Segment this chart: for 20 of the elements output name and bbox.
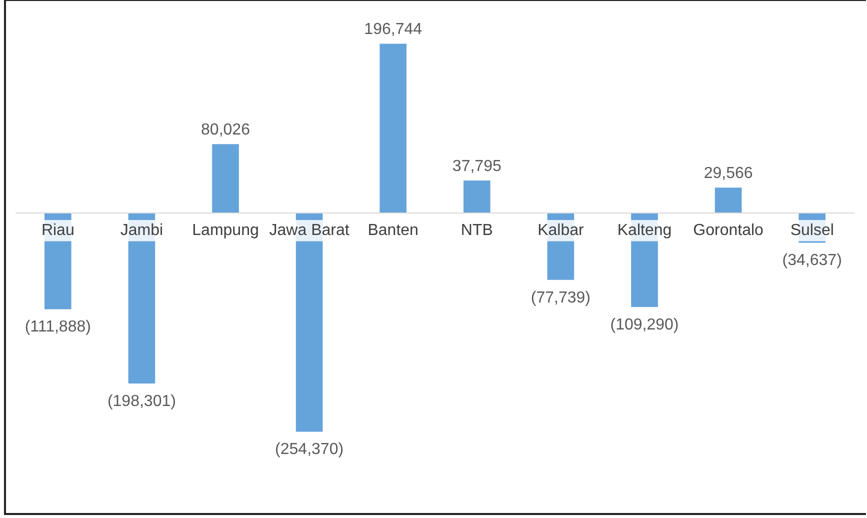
x-tick-label: Kalteng <box>617 222 672 240</box>
x-tick-label: Kalbar <box>538 222 584 240</box>
data-label: 29,566 <box>704 164 753 182</box>
data-label: (109,290) <box>610 316 679 334</box>
x-tick-label: Jambi <box>120 222 164 240</box>
data-label: (254,370) <box>275 441 344 458</box>
data-label: 196,744 <box>364 21 422 38</box>
data-label: 80,026 <box>201 122 250 139</box>
data-label: (198,301) <box>107 392 176 410</box>
data-label: 37,795 <box>452 158 502 175</box>
x-tick-label: Sulsel <box>790 222 834 240</box>
data-label: (34,637) <box>782 252 842 270</box>
data-label: (77,739) <box>530 289 590 306</box>
x-tick-label: NTB <box>460 222 493 240</box>
data-label: (111,888) <box>24 318 91 336</box>
x-tick-label: Riau <box>41 222 74 240</box>
x-tick-label: Lampung <box>192 222 259 240</box>
x-tick-label: Banten <box>368 222 418 240</box>
x-tick-label: Gorontalo <box>693 222 764 240</box>
x-tick-label: Jawa Barat <box>269 222 350 240</box>
